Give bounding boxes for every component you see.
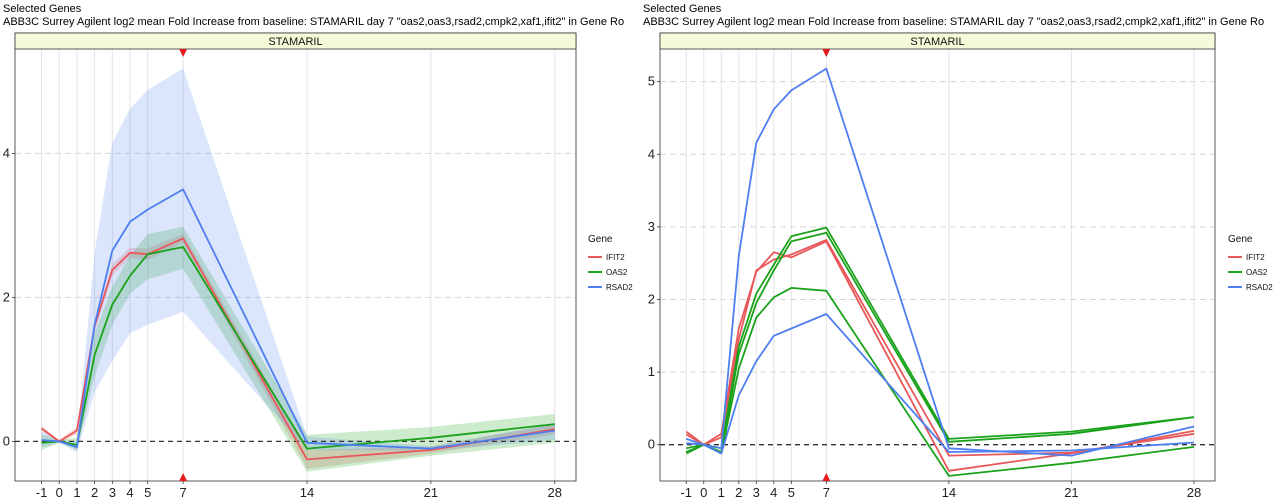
x-tick-label: 2 (91, 485, 98, 500)
highlight-arrow-bottom (822, 473, 831, 481)
x-tick-label: 1 (718, 485, 725, 500)
x-tick-label: 14 (300, 485, 314, 500)
y-tick-label: 0 (648, 437, 655, 452)
x-tick-label: 28 (548, 485, 562, 500)
highlight-arrow-top (179, 49, 188, 57)
series-line-ifit2 (40, 237, 555, 461)
x-tick-label: 0 (56, 485, 63, 500)
y-tick-label: 1 (648, 364, 655, 379)
chart-header: Selected Genes ABB3C Surrey Agilent log2… (643, 3, 1277, 29)
plot-background (660, 49, 1215, 481)
x-tick-label: 28 (1187, 485, 1201, 500)
y-tick-label: 2 (648, 291, 655, 306)
facet-strip-label: STAMARIL (268, 36, 322, 48)
chart-svg-right: STAMARIL-1 0 1 2 3 4 5 7 14 21 28012345GeneIFIT2OA… (648, 32, 1273, 500)
x-tick-label: 5 (788, 485, 795, 500)
x-tick-label: -1 (36, 485, 48, 500)
header-line-1: Selected Genes (643, 3, 722, 15)
series-line-rsad2 (686, 313, 1195, 455)
facet-strip (659, 32, 1216, 50)
y-tick-label: 4 (648, 146, 655, 161)
x-tick-label: 4 (770, 485, 777, 500)
x-tick-label: 7 (180, 485, 187, 500)
x-tick-label: 1 (73, 485, 80, 500)
x-tick-label: 3 (753, 485, 760, 500)
header-line-1: Selected Genes (3, 3, 82, 15)
y-tick-label: 5 (648, 74, 655, 89)
x-tick-label: 21 (1064, 485, 1078, 500)
series-line-ifit2 (685, 240, 1195, 472)
x-tick-label: 0 (700, 485, 707, 500)
facet-strip-label: STAMARIL (910, 36, 964, 48)
x-tick-label: 3 (109, 485, 116, 500)
ribbon-oas2 (41, 226, 555, 472)
y-tick-label: 3 (648, 219, 655, 234)
legend-label-rsad2: RSAD2 (606, 283, 633, 292)
chart-title: ABB3C Surrey Agilent log2 mean Fold Incr… (3, 16, 625, 28)
x-tick-label: 14 (942, 485, 956, 500)
x-tick-label: 21 (424, 485, 438, 500)
legend-label-oas2: OAS2 (606, 268, 628, 277)
legend-label-oas2: OAS2 (1246, 268, 1268, 277)
chart-panel-right: Selected Genes ABB3C Surrey Agilent log2… (640, 0, 1280, 500)
chart-title: ABB3C Surrey Agilent log2 mean Fold Incr… (643, 16, 1265, 28)
chart-header: Selected Genes ABB3C Surrey Agilent log2… (3, 3, 637, 29)
series-line-ifit2 (685, 239, 1195, 457)
legend-label-ifit2: IFIT2 (606, 253, 625, 262)
highlight-arrow-bottom (179, 473, 188, 481)
legend-title: Gene (1228, 234, 1253, 245)
y-tick-label: 0 (3, 433, 10, 448)
y-tick-label: 4 (3, 145, 10, 160)
chart-svg-left: STAMARIL-1 0 1 2 3 4 5 7 14 21 28024GeneIFIT2OAS2R… (3, 32, 633, 500)
x-tick-label: 5 (144, 485, 151, 500)
facet-strip (14, 32, 577, 50)
ribbon-rsad2 (41, 68, 555, 453)
y-tick-label: 2 (3, 289, 10, 304)
series-line-rsad2 (41, 188, 555, 450)
chart-panel-left: Selected Genes ABB3C Surrey Agilent log2… (3, 3, 637, 500)
legend-label-rsad2: RSAD2 (1246, 283, 1273, 292)
x-tick-label: 4 (126, 485, 133, 500)
x-tick-label: -1 (680, 485, 692, 500)
legend-label-ifit2: IFIT2 (1246, 253, 1265, 262)
highlight-arrow-top (822, 49, 831, 57)
x-tick-label: 2 (735, 485, 742, 500)
x-tick-label: 7 (823, 485, 830, 500)
legend-title: Gene (588, 234, 613, 245)
